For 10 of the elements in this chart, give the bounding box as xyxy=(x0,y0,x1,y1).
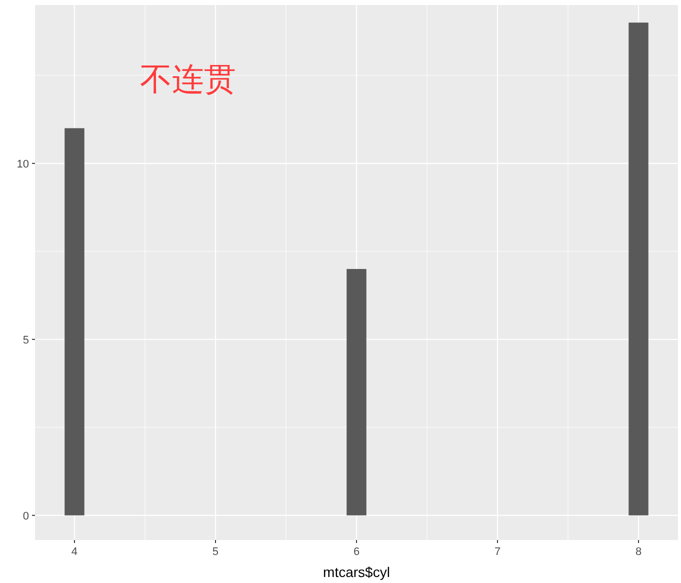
annotation: 不连贯 xyxy=(140,60,236,98)
y-tick-label: 5 xyxy=(22,334,29,346)
x-tick-label: 5 xyxy=(212,546,219,558)
y-tick-label: 0 xyxy=(22,510,29,522)
x-tick-label: 4 xyxy=(71,546,78,558)
x-tick-label: 7 xyxy=(494,546,501,558)
x-tick-label: 8 xyxy=(635,546,642,558)
x-axis-title: mtcars$cyl xyxy=(323,564,390,580)
y-tick-label: 10 xyxy=(16,158,29,170)
x-tick-label: 6 xyxy=(353,546,360,558)
